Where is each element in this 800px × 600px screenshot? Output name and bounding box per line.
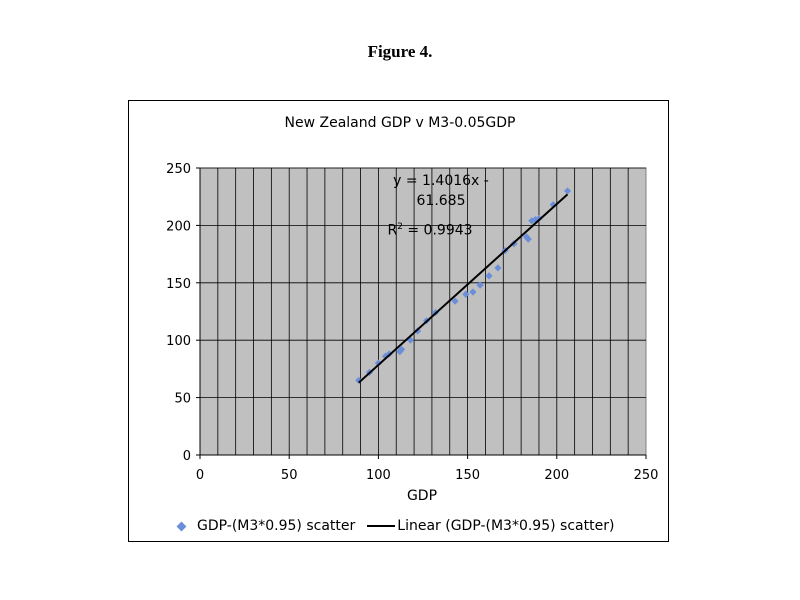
data-point [469,288,477,296]
data-point [451,297,459,305]
x-tick-label: 250 [634,468,659,483]
x-tick-label: 200 [544,468,569,483]
data-point [406,336,415,344]
y-tick-label: 0 [183,449,191,464]
diamond-marker-icon [176,521,187,531]
x-tick-label: 50 [281,468,298,483]
legend: GDP-(M3*0.95) scatter Linear (GDP-(M3*0.… [175,518,618,534]
data-point [528,217,536,225]
trendline [358,193,569,384]
equation-line-2: 61.685 [416,193,466,209]
figure-caption: Figure 4. [367,42,433,61]
chart-title: New Zealand GDP v M3-0.05GDP [284,115,516,131]
r-squared-label: R2 = 0.9943 [380,217,480,241]
legend-label-trendline: Linear (GDP-(M3*0.95) scatter) [397,518,615,534]
x-tick-label: 0 [196,468,204,483]
r2-value: = 0.9943 [402,222,473,239]
data-point [485,272,493,280]
y-tick-label: 100 [166,334,191,349]
legend-item-scatter: GDP-(M3*0.95) scatter [175,518,355,534]
data-point [522,233,531,241]
plot-area [199,167,647,456]
data-point [476,281,484,289]
x-axis-label: GDP [406,488,438,504]
legend-item-trendline: Linear (GDP-(M3*0.95) scatter) [367,518,614,534]
data-point [462,290,470,298]
y-tick-label: 250 [166,162,191,177]
legend-label-scatter: GDP-(M3*0.95) scatter [197,518,356,534]
trendline-equation: y = 1.4016x - 61.685 [380,171,502,211]
r2-superscript: 2 [397,222,403,232]
data-point [535,214,543,223]
y-tick-label: 150 [166,277,191,292]
data-point [381,352,390,360]
data-point [494,264,502,272]
data-point [397,345,406,353]
y-tick-label: 50 [174,392,191,407]
x-tick-label: 150 [455,468,480,483]
data-point [524,235,532,243]
y-tick-label: 200 [166,219,191,234]
data-point [563,187,572,195]
data-point [374,359,382,367]
x-tick-label: 100 [366,468,391,483]
equation-line-1: y = 1.4016x - [393,173,489,189]
line-swatch-icon [367,525,396,527]
r2-letter: R [387,222,398,239]
